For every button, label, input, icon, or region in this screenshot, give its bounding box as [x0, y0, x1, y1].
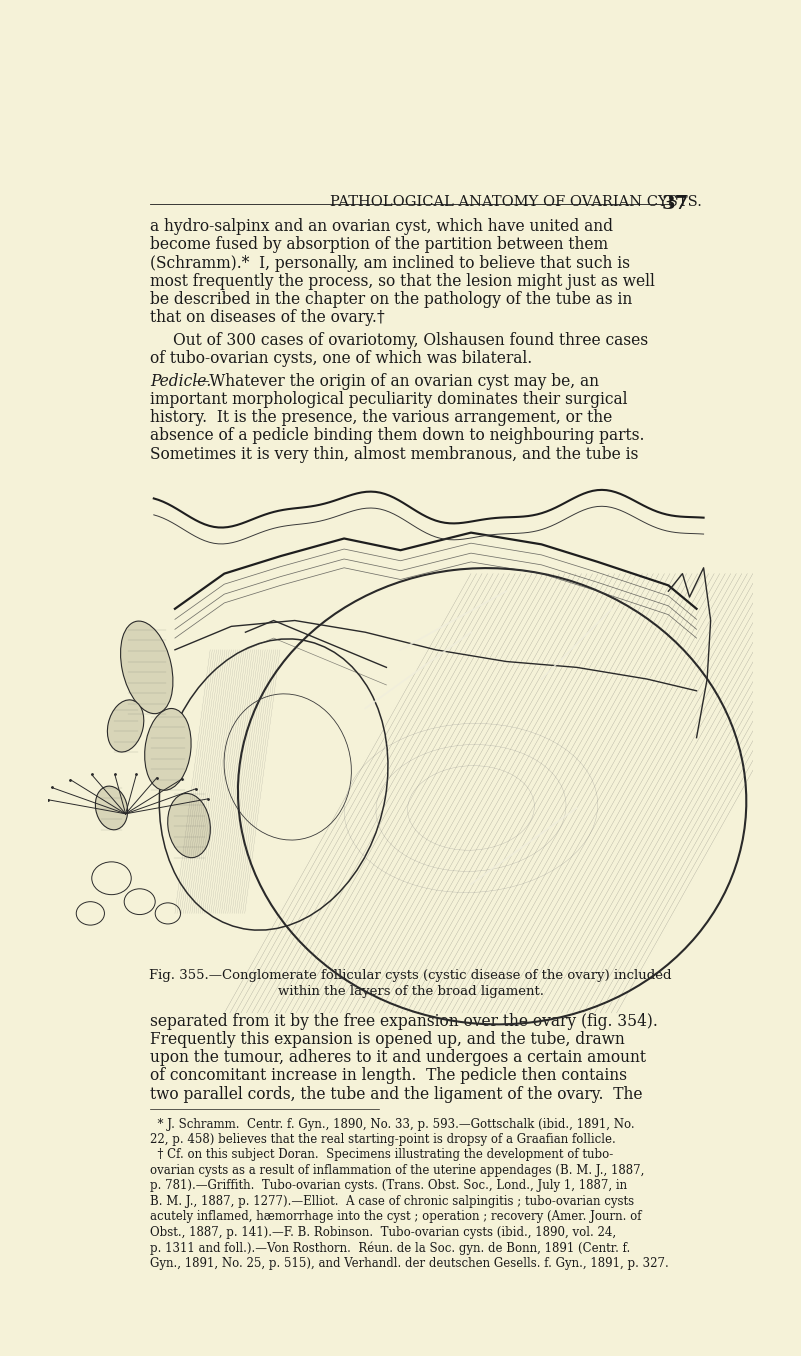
Text: —Whatever the origin of an ovarian cyst may be, an: —Whatever the origin of an ovarian cyst …	[195, 373, 599, 389]
Text: two parallel cords, the tube and the ligament of the ovary.  The: two parallel cords, the tube and the lig…	[150, 1086, 642, 1102]
Ellipse shape	[95, 786, 127, 830]
Text: Pedicle.: Pedicle.	[150, 373, 211, 389]
Text: separated from it by the free expansion over the ovary (fig. 354).: separated from it by the free expansion …	[150, 1013, 658, 1029]
Text: of tubo-ovarian cysts, one of which was bilateral.: of tubo-ovarian cysts, one of which was …	[150, 350, 532, 367]
Text: acutely inflamed, hæmorrhage into the cyst ; operation ; recovery (Amer. Journ. : acutely inflamed, hæmorrhage into the cy…	[150, 1211, 642, 1223]
Text: PATHOLOGICAL ANATOMY OF OVARIAN CYSTS.: PATHOLOGICAL ANATOMY OF OVARIAN CYSTS.	[330, 195, 702, 209]
Text: history.  It is the presence, the various arrangement, or the: history. It is the presence, the various…	[150, 410, 612, 426]
Text: * J. Schramm.  Centr. f. Gyn., 1890, No. 33, p. 593.—Gottschalk (ibid., 1891, No: * J. Schramm. Centr. f. Gyn., 1890, No. …	[150, 1117, 634, 1131]
Text: most frequently the process, so that the lesion might just as well: most frequently the process, so that the…	[150, 273, 654, 290]
Text: Sometimes it is very thin, almost membranous, and the tube is: Sometimes it is very thin, almost membra…	[150, 446, 638, 462]
Text: 37: 37	[662, 195, 689, 213]
Text: absence of a pedicle binding them down to neighbouring parts.: absence of a pedicle binding them down t…	[150, 427, 644, 445]
Text: Gyn., 1891, No. 25, p. 515), and Verhandl. der deutschen Gesells. f. Gyn., 1891,: Gyn., 1891, No. 25, p. 515), and Verhand…	[150, 1257, 669, 1269]
Text: a hydro-salpinx and an ovarian cyst, which have united and: a hydro-salpinx and an ovarian cyst, whi…	[150, 218, 613, 235]
Ellipse shape	[145, 708, 191, 791]
Text: (Schramm).*  I, personally, am inclined to believe that such is: (Schramm).* I, personally, am inclined t…	[150, 255, 630, 271]
Text: be described in the chapter on the pathology of the tube as in: be described in the chapter on the patho…	[150, 292, 632, 308]
Text: of concomitant increase in length.  The pedicle then contains: of concomitant increase in length. The p…	[150, 1067, 627, 1085]
Ellipse shape	[107, 700, 144, 753]
Text: become fused by absorption of the partition between them: become fused by absorption of the partit…	[150, 236, 608, 254]
Text: important morphological peculiarity dominates their surgical: important morphological peculiarity domi…	[150, 391, 627, 408]
Text: 22, p. 458) believes that the real starting-point is dropsy of a Graafian follic: 22, p. 458) believes that the real start…	[150, 1134, 615, 1146]
Text: p. 1311 and foll.).—Von Rosthorn.  Réun. de la Soc. gyn. de Bonn, 1891 (Centr. f: p. 1311 and foll.).—Von Rosthorn. Réun. …	[150, 1241, 630, 1254]
Text: † Cf. on this subject Doran.  Specimens illustrating the development of tubo-: † Cf. on this subject Doran. Specimens i…	[150, 1149, 613, 1162]
Text: Fig. 355.—Conglomerate follicular cysts (cystic disease of the ovary) included: Fig. 355.—Conglomerate follicular cysts …	[149, 968, 672, 982]
Text: Obst., 1887, p. 141).—F. B. Robinson.  Tubo-ovarian cysts (ibid., 1890, vol. 24,: Obst., 1887, p. 141).—F. B. Robinson. Tu…	[150, 1226, 616, 1239]
Text: that on diseases of the ovary.†: that on diseases of the ovary.†	[150, 309, 384, 327]
Text: B. M. J., 1887, p. 1277).—Elliot.  A case of chronic salpingitis ; tubo-ovarian : B. M. J., 1887, p. 1277).—Elliot. A case…	[150, 1195, 634, 1208]
Text: ovarian cysts as a result of inflammation of the uterine appendages (B. M. J., 1: ovarian cysts as a result of inflammatio…	[150, 1163, 644, 1177]
Text: within the layers of the broad ligament.: within the layers of the broad ligament.	[277, 986, 544, 998]
Text: Frequently this expansion is opened up, and the tube, drawn: Frequently this expansion is opened up, …	[150, 1031, 625, 1048]
Text: Out of 300 cases of ovariotomy, Olshausen found three cases: Out of 300 cases of ovariotomy, Olshause…	[173, 332, 649, 348]
Ellipse shape	[167, 793, 211, 857]
Text: upon the tumour, adheres to it and undergoes a certain amount: upon the tumour, adheres to it and under…	[150, 1050, 646, 1066]
Ellipse shape	[120, 621, 173, 713]
Text: p. 781).—Griffith.  Tubo-ovarian cysts. (Trans. Obst. Soc., Lond., July 1, 1887,: p. 781).—Griffith. Tubo-ovarian cysts. (…	[150, 1180, 627, 1192]
